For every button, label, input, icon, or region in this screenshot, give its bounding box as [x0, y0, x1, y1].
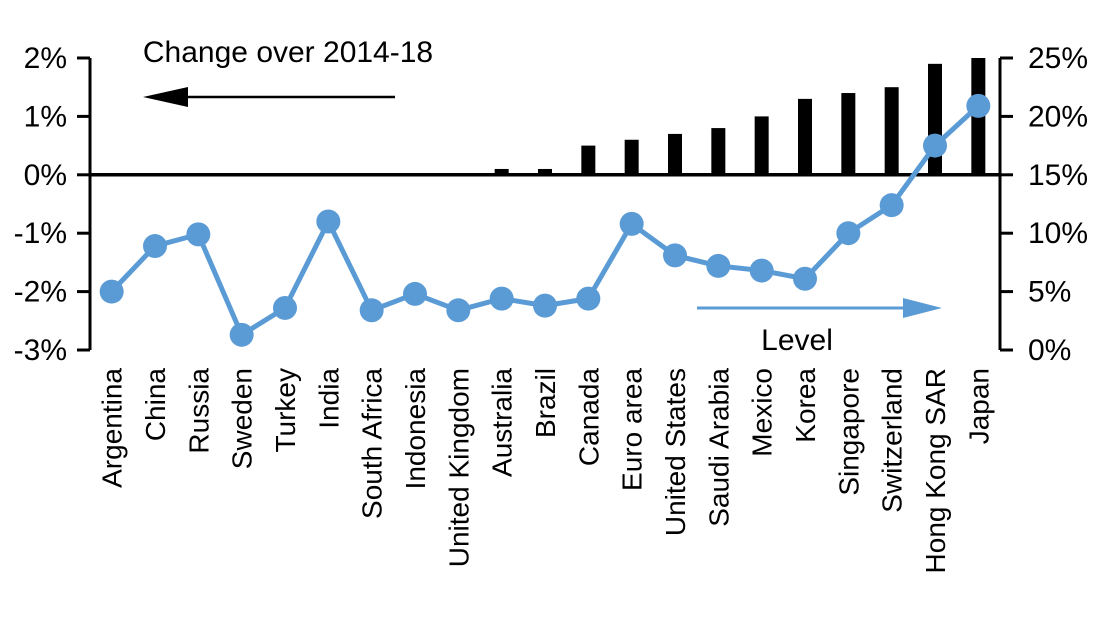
- bar-singapore: [841, 93, 856, 175]
- right-axis-label-15: 15%: [1028, 159, 1088, 192]
- left-axis-label-1: 1%: [24, 100, 67, 133]
- marker-russia: [186, 222, 211, 247]
- x-label-singapore: Singapore: [833, 368, 864, 496]
- change-arrow-left: [143, 87, 395, 107]
- bar-australia: [494, 168, 509, 175]
- marker-china: [143, 234, 167, 259]
- left-axis-label-1: -1%: [14, 217, 67, 250]
- x-label-australia: Australia: [487, 368, 518, 477]
- marker-canada: [576, 286, 601, 311]
- right-axis: 25% 20% 15% 10% 5% 0%: [998, 42, 1088, 367]
- right-axis-label-5: 5%: [1028, 276, 1071, 309]
- marker-hong-kong-sar: [923, 133, 947, 158]
- change-arrow-head: [143, 87, 188, 107]
- bar-hong-kong-sar: [928, 63, 942, 175]
- bar-series-label: Change over 2014-18: [142, 36, 434, 69]
- marker-united-states: [663, 243, 687, 268]
- marker-japan: [966, 93, 991, 118]
- x-label-united-states: United States: [660, 368, 691, 536]
- x-label-china: China: [140, 368, 171, 442]
- level-arrow-right: [697, 298, 942, 318]
- x-label-switzerland: Switzerland: [877, 368, 908, 513]
- marker-australia: [489, 286, 514, 311]
- x-label-canada: Canada: [573, 368, 604, 467]
- bar-united-states: [668, 133, 682, 175]
- bar-mexico: [754, 116, 769, 175]
- x-label-brazil: Brazil: [530, 368, 561, 438]
- marker-india: [316, 209, 341, 234]
- left-axis-label-0: 0%: [24, 159, 67, 192]
- marker-saudi-arabia: [706, 253, 731, 278]
- marker-sweden: [229, 322, 254, 347]
- right-axis-label-10: 10%: [1028, 217, 1088, 250]
- bar-korea: [798, 98, 812, 175]
- x-label-united-kingdom: United Kingdom: [443, 368, 474, 567]
- x-label-korea: Korea: [790, 368, 821, 443]
- x-label-india: India: [313, 368, 344, 429]
- x-label-russia: Russia: [183, 368, 214, 454]
- marker-singapore: [836, 221, 861, 246]
- marker-south-africa: [359, 298, 384, 323]
- level-arrow-head: [903, 298, 942, 318]
- right-axis-label-0: 0%: [1028, 334, 1071, 367]
- x-label-south-africa: South Africa: [357, 368, 388, 519]
- x-label-mexico: Mexico: [747, 368, 778, 457]
- left-axis-label-2: 2%: [24, 42, 67, 75]
- bar-canada: [581, 145, 596, 175]
- left-axis: 2% 1% 0% -1% -2% -3%: [14, 42, 92, 367]
- x-label-japan: Japan: [963, 368, 994, 444]
- marker-switzerland: [879, 193, 904, 218]
- bar-euro-area: [624, 139, 639, 175]
- marker-indonesia: [403, 281, 427, 306]
- marker-brazil: [533, 293, 557, 318]
- bar-series: [494, 58, 986, 175]
- x-label-turkey: Turkey: [270, 368, 301, 453]
- left-axis-label-3: -3%: [14, 334, 67, 367]
- bar-brazil: [538, 168, 552, 175]
- bar-switzerland: [884, 87, 899, 175]
- x-label-hong-kong-sar: Hong Kong SAR: [920, 368, 951, 573]
- marker-korea: [793, 266, 817, 291]
- line-series-label: Level: [761, 324, 833, 357]
- marker-mexico: [749, 258, 774, 283]
- marker-argentina: [99, 279, 124, 304]
- marker-united-kingdom: [446, 298, 471, 323]
- x-axis-labels: Argentina China Russia Sweden Turkey India Sou…: [97, 368, 995, 574]
- left-axis-label-2: -2%: [14, 276, 67, 309]
- right-axis-label-20: 20%: [1028, 100, 1088, 133]
- x-label-euro-area: Euro area: [617, 368, 648, 491]
- x-label-argentina: Argentina: [97, 368, 128, 488]
- line-series: [99, 93, 991, 347]
- x-label-saudi-arabia: Saudi Arabia: [703, 368, 734, 527]
- right-axis-label-25: 25%: [1028, 42, 1088, 75]
- marker-turkey: [273, 295, 297, 320]
- x-label-sweden: Sweden: [227, 368, 258, 469]
- marker-euro-area: [619, 211, 644, 236]
- x-label-indonesia: Indonesia: [400, 368, 431, 490]
- bar-saudi-arabia: [711, 128, 726, 175]
